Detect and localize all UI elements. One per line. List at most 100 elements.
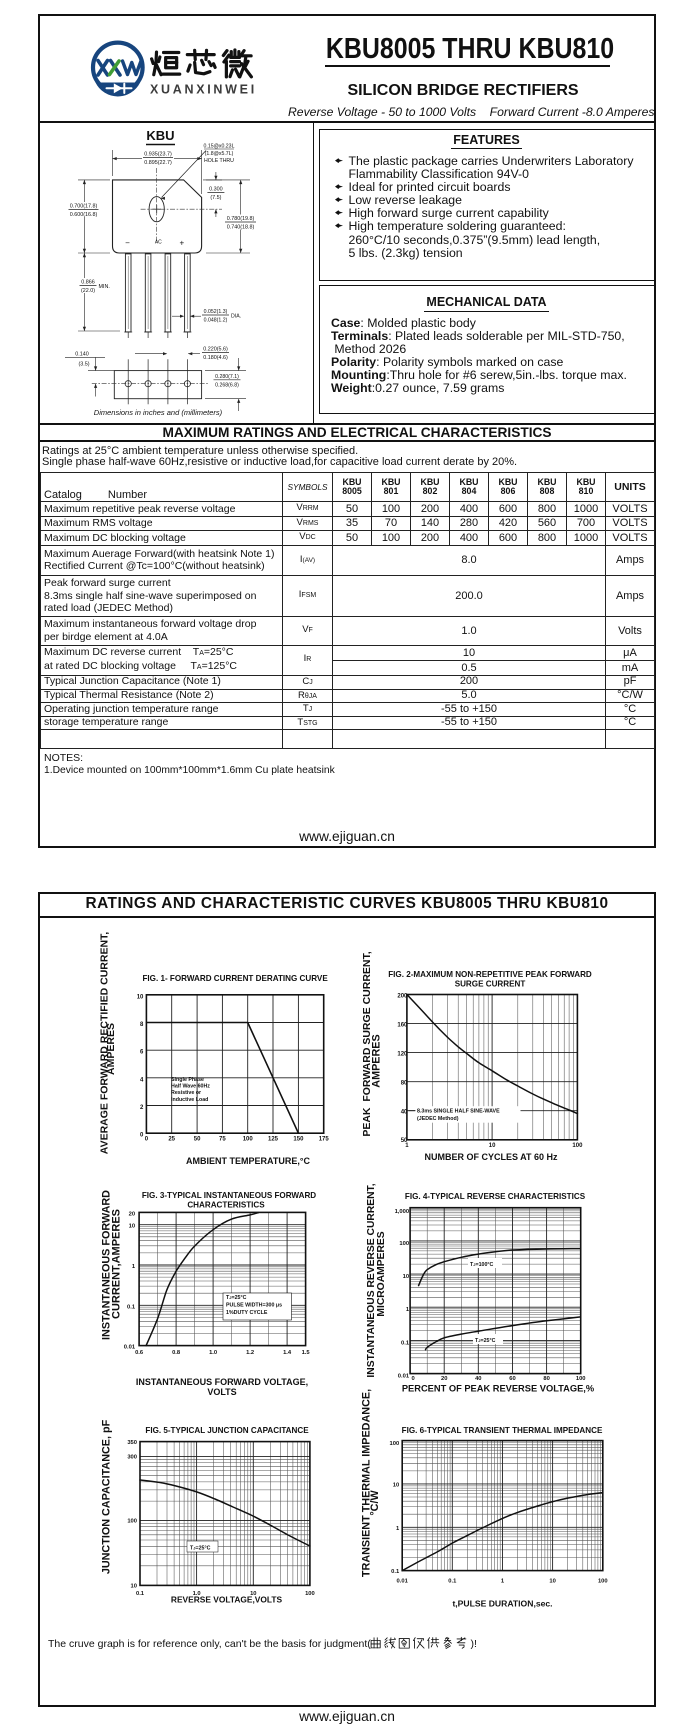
svg-text:Inductive Load: Inductive Load [171, 1097, 208, 1103]
svg-text:AMPERES: AMPERES [105, 1023, 117, 1075]
svg-text:TJ=100°C: TJ=100°C [470, 1262, 494, 1268]
svg-text:50: 50 [194, 1137, 201, 1143]
svg-text:AMPERES: AMPERES [371, 1034, 383, 1087]
svg-text:100: 100 [598, 1579, 608, 1585]
svg-text:2: 2 [140, 1105, 144, 1111]
svg-text:+: + [179, 239, 184, 248]
svg-text:10: 10 [393, 1482, 399, 1488]
svg-text:0.600(16.8): 0.600(16.8) [70, 212, 98, 218]
svg-text:0.048(1.2): 0.048(1.2) [204, 318, 228, 324]
svg-text:0.01: 0.01 [397, 1579, 409, 1585]
svg-text:MIN.: MIN. [99, 284, 110, 290]
svg-text:100: 100 [305, 1591, 315, 1597]
svg-text:8: 8 [140, 1022, 144, 1028]
svg-text:120: 120 [397, 1052, 408, 1058]
svg-text:TJ=25°C: TJ=25°C [226, 1295, 247, 1301]
svg-text:0.1: 0.1 [391, 1569, 400, 1575]
svg-text:1: 1 [396, 1526, 400, 1532]
svg-text:0.220(5.6): 0.220(5.6) [203, 347, 228, 353]
svg-text:0.895(22.7): 0.895(22.7) [144, 160, 172, 166]
svg-text:1%DUTY CYCLE: 1%DUTY CYCLE [226, 1310, 268, 1316]
svg-text:REVERSE VOLTAGE,VOLTS: REVERSE VOLTAGE,VOLTS [171, 1595, 283, 1605]
svg-text:CURRENT,AMPERES: CURRENT,AMPERES [111, 1209, 123, 1319]
svg-text:FIG. 4-TYPICAL REVERSE CHARACT: FIG. 4-TYPICAL REVERSE CHARACTERISTICS [405, 1192, 586, 1201]
svg-text:100: 100 [399, 1241, 409, 1247]
svg-text:FIG. 2-MAXIMUM NON-REPETITIVE: FIG. 2-MAXIMUM NON-REPETITIVE PEAK FORWA… [388, 970, 592, 979]
svg-text:(7.5): (7.5) [210, 195, 221, 201]
svg-text:t,PULSE DURATION,sec.: t,PULSE DURATION,sec. [452, 1599, 552, 1609]
svg-text:INSTANTANEOUS REVERSE CURRENT,: INSTANTANEOUS REVERSE CURRENT, [366, 1183, 377, 1377]
svg-text:)!: )! [471, 1638, 477, 1650]
svg-text:40: 40 [475, 1376, 481, 1382]
svg-text:0.15@x0.23L: 0.15@x0.23L [204, 144, 235, 150]
svg-text:100: 100 [572, 1143, 583, 1149]
svg-text:INSTANTANEOUS FORWARD VOLTAGE,: INSTANTANEOUS FORWARD VOLTAGE, [136, 1377, 308, 1387]
svg-text:0.268(6.8): 0.268(6.8) [215, 382, 239, 388]
svg-text:25: 25 [168, 1137, 175, 1143]
svg-text:10: 10 [131, 1583, 137, 1589]
svg-text:10: 10 [137, 994, 144, 1000]
svg-text:(22.0): (22.0) [81, 288, 95, 294]
svg-text:20: 20 [441, 1376, 447, 1382]
svg-text:0.140: 0.140 [75, 352, 89, 358]
svg-text:FIG. 5-TYPICAL JUNCTION CAPACI: FIG. 5-TYPICAL JUNCTION CAPACITANCE [145, 1426, 309, 1435]
svg-text:0: 0 [145, 1137, 149, 1143]
svg-text:(3.5): (3.5) [78, 362, 89, 368]
svg-text:AVERAGE FORWARD RECTIFIED CURR: AVERAGE FORWARD RECTIFIED CURRENT, [99, 932, 111, 1155]
svg-text:1,000: 1,000 [395, 1209, 410, 1215]
svg-text:SURGE CURRENT: SURGE CURRENT [455, 980, 526, 989]
svg-text:0.300: 0.300 [209, 187, 223, 193]
svg-text:0.1: 0.1 [448, 1579, 457, 1585]
svg-text:TRANSIENT THERMAL IMPEDANCE,: TRANSIENT THERMAL IMPEDANCE, [361, 1389, 373, 1577]
svg-text:0: 0 [411, 1376, 414, 1382]
svg-text:125: 125 [268, 1137, 279, 1143]
svg-text:Half Wave 60Hz: Half Wave 60Hz [171, 1084, 210, 1090]
svg-text:XUANXINWEI: XUANXINWEI [150, 83, 257, 97]
svg-text:10: 10 [250, 1591, 256, 1597]
svg-text:PERCENT OF PEAK REVERSE VOLTAG: PERCENT OF PEAK REVERSE VOLTAGE,% [402, 1384, 595, 1394]
svg-text:0.866: 0.866 [81, 280, 95, 286]
svg-text:CHARACTERISTICS: CHARACTERISTICS [187, 1201, 265, 1210]
svg-text:80: 80 [543, 1376, 549, 1382]
svg-text:0.780(19.8): 0.780(19.8) [227, 216, 255, 222]
svg-text:INSTANTANEOUS FORWARD: INSTANTANEOUS FORWARD [101, 1190, 113, 1340]
svg-text:0.6: 0.6 [135, 1350, 144, 1356]
svg-text:MICROAMPERES: MICROAMPERES [376, 1231, 387, 1316]
svg-text:TJ=25°C: TJ=25°C [475, 1338, 496, 1344]
svg-text:8.3ms SINGLE HALF SINE-WAVE: 8.3ms SINGLE HALF SINE-WAVE [417, 1109, 500, 1115]
svg-text:Dimensions in inches and (mill: Dimensions in inches and (millimeters) [94, 408, 223, 417]
svg-text:100: 100 [127, 1518, 137, 1524]
svg-text:0.8: 0.8 [172, 1350, 181, 1356]
svg-text:10: 10 [549, 1579, 555, 1585]
svg-text:AC: AC [155, 240, 162, 246]
svg-text:0.052(1.3): 0.052(1.3) [204, 309, 228, 315]
svg-text:PULSE WIDTH=300 μs: PULSE WIDTH=300 μs [226, 1303, 282, 1309]
svg-text:20: 20 [129, 1212, 135, 1218]
svg-text:10: 10 [403, 1274, 409, 1280]
svg-text:150: 150 [293, 1137, 304, 1143]
svg-text:6: 6 [140, 1050, 144, 1056]
svg-text:1: 1 [132, 1264, 136, 1270]
svg-text:1: 1 [405, 1143, 409, 1149]
svg-text:60: 60 [509, 1376, 515, 1382]
svg-text:0.180(4.6): 0.180(4.6) [203, 355, 228, 361]
svg-text:KBU: KBU [146, 128, 174, 143]
svg-text:1.0: 1.0 [209, 1350, 217, 1356]
svg-text:DIA.: DIA. [231, 314, 241, 320]
svg-text:HOLE THRU: HOLE THRU [204, 158, 234, 164]
svg-text:VOLTS: VOLTS [207, 1387, 236, 1397]
svg-text:75: 75 [219, 1137, 226, 1143]
svg-text:0.740(18.8): 0.740(18.8) [227, 225, 255, 231]
svg-text:80: 80 [401, 1081, 408, 1087]
svg-text:100: 100 [243, 1137, 254, 1143]
svg-text:0: 0 [140, 1133, 144, 1139]
svg-text:Resistive or: Resistive or [171, 1090, 201, 1096]
svg-text:100: 100 [576, 1376, 586, 1382]
svg-text:50: 50 [401, 1138, 408, 1144]
svg-text:4: 4 [140, 1077, 144, 1083]
svg-text:160: 160 [397, 1023, 408, 1029]
svg-text:100: 100 [390, 1441, 400, 1447]
svg-text:FIG. 1- FORWARD CURRENT DERATI: FIG. 1- FORWARD CURRENT DERATING CURVE [142, 974, 328, 983]
svg-text:JUNCTION CAPACITANCE, pF: JUNCTION CAPACITANCE, pF [101, 1419, 113, 1574]
svg-text:The cruve graph is for referen: The cruve graph is for reference only, c… [48, 1638, 371, 1650]
